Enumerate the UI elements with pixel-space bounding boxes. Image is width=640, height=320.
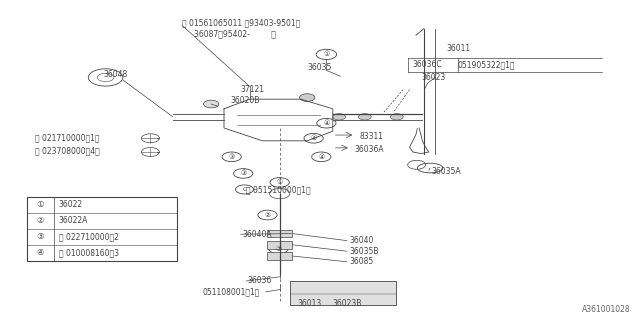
Text: ③: ③: [228, 154, 235, 160]
Text: Ⓑ 01561065011 〉93403-9501〉: Ⓑ 01561065011 〉93403-9501〉: [182, 18, 301, 27]
Text: 36036C: 36036C: [412, 60, 442, 69]
Text: Ⓝ 022710000　2: Ⓝ 022710000 2: [59, 232, 119, 241]
Text: A361001028: A361001028: [582, 305, 630, 314]
Text: ④: ④: [318, 154, 324, 160]
Text: ③: ③: [240, 171, 246, 176]
Text: 36035A: 36035A: [431, 167, 461, 176]
Text: Ⓑ 010008160　3: Ⓑ 010008160 3: [59, 248, 119, 257]
Text: 36036A: 36036A: [354, 145, 383, 154]
Text: 36040: 36040: [349, 236, 374, 245]
Bar: [27, 197, 177, 261]
Text: ①: ①: [36, 200, 44, 209]
Text: ②: ②: [264, 212, 271, 218]
Text: ①: ①: [276, 180, 283, 185]
Circle shape: [300, 94, 315, 101]
Text: Ⓝ 021710000　1〉: Ⓝ 021710000 1〉: [35, 133, 100, 142]
Text: 36036: 36036: [248, 276, 272, 285]
Circle shape: [204, 100, 219, 108]
Text: 36022A: 36022A: [59, 216, 88, 225]
Bar: [290, 281, 396, 305]
Text: Ⓝ 023708000　4〉: Ⓝ 023708000 4〉: [35, 147, 100, 156]
Text: 36040A: 36040A: [242, 230, 271, 239]
Bar: [267, 241, 292, 249]
Text: 36035B: 36035B: [349, 247, 379, 256]
Text: 36035: 36035: [307, 63, 332, 72]
Text: 051108001　1〉: 051108001 1〉: [203, 287, 260, 296]
Circle shape: [390, 114, 403, 120]
Text: ④: ④: [323, 120, 330, 126]
Text: 36048: 36048: [104, 70, 128, 79]
Text: ②: ②: [275, 246, 282, 252]
Circle shape: [333, 114, 346, 120]
Text: ④: ④: [36, 248, 44, 257]
Text: ①: ①: [323, 52, 330, 57]
Text: 36085: 36085: [349, 257, 374, 266]
Text: ③: ③: [36, 232, 44, 241]
Text: C: C: [243, 187, 246, 192]
Text: 36020B: 36020B: [230, 96, 260, 105]
Text: 36011: 36011: [447, 44, 471, 52]
Bar: [267, 252, 292, 260]
Text: 37121: 37121: [240, 85, 264, 94]
Text: ②: ②: [36, 216, 44, 225]
Text: 36013: 36013: [298, 299, 322, 308]
Circle shape: [358, 114, 371, 120]
Text: ④: ④: [310, 135, 317, 141]
Text: 36023: 36023: [421, 73, 445, 82]
Text: 83311: 83311: [360, 132, 384, 141]
Text: 36023B: 36023B: [333, 299, 362, 308]
Text: 051905322　1〉: 051905322 1〉: [458, 60, 515, 69]
Bar: [267, 230, 292, 237]
Text: Ⓒ 051510000　1〉: Ⓒ 051510000 1〉: [246, 185, 311, 194]
Text: 36022: 36022: [59, 200, 83, 209]
Text: 36087〉95402-         〉: 36087〉95402- 〉: [194, 29, 276, 38]
